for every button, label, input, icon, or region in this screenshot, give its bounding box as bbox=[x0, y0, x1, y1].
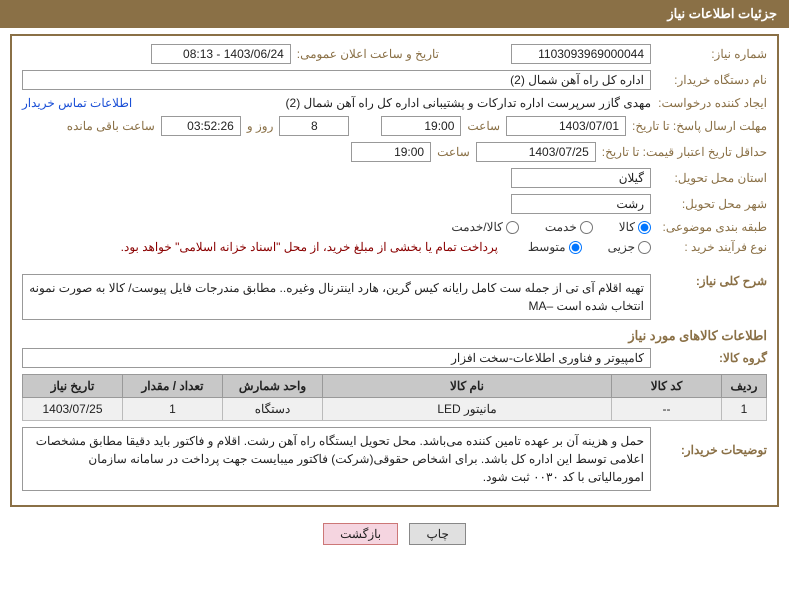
radio-khadamat[interactable]: خدمت bbox=[545, 220, 593, 234]
print-button[interactable]: چاپ bbox=[409, 523, 465, 545]
process-note: پرداخت تمام یا بخشی از مبلغ خرید، از محل… bbox=[121, 240, 498, 254]
row-buyer-notes: توضیحات خریدار: حمل و هزینه آن بر عهده ت… bbox=[22, 427, 767, 491]
th-date: تاریخ نیاز bbox=[23, 375, 123, 398]
price-valid-date-field: 1403/07/25 bbox=[476, 142, 596, 162]
category-label: طبقه بندی موضوعی: bbox=[657, 220, 767, 234]
row-process: نوع فرآیند خرید : جزیی متوسط پرداخت تمام… bbox=[22, 240, 767, 254]
price-valid-label: حداقل تاریخ اعتبار قیمت: تا تاریخ: bbox=[602, 145, 767, 159]
goods-info-title: اطلاعات کالاهای مورد نیاز bbox=[22, 328, 767, 344]
table-header-row: ردیف کد کالا نام کالا واحد شمارش تعداد /… bbox=[23, 375, 767, 398]
row-price-valid: حداقل تاریخ اعتبار قیمت: تا تاریخ: 1403/… bbox=[22, 142, 767, 162]
process-label: نوع فرآیند خرید : bbox=[657, 240, 767, 254]
remaining-time-field: 03:52:26 bbox=[161, 116, 241, 136]
radio-motevaset[interactable]: متوسط bbox=[528, 240, 582, 254]
process-radio-group: جزیی متوسط bbox=[528, 240, 651, 254]
td-name: مانیتور LED bbox=[323, 398, 612, 421]
requester-field: مهدی گازر سرپرست اداره تدارکات و پشتیبان… bbox=[286, 96, 651, 110]
td-row: 1 bbox=[722, 398, 767, 421]
td-code: -- bbox=[612, 398, 722, 421]
announce-date-label: تاریخ و ساعت اعلان عمومی: bbox=[297, 47, 439, 61]
page-title-bar: جزئیات اطلاعات نیاز bbox=[0, 0, 789, 28]
row-requester: ایجاد کننده درخواست: مهدی گازر سرپرست اد… bbox=[22, 96, 767, 110]
th-name: نام کالا bbox=[323, 375, 612, 398]
desc-box: تهیه اقلام آی تی از جمله ست کامل رایانه … bbox=[22, 274, 651, 320]
row-buyer-org: نام دستگاه خریدار: اداره کل راه آهن شمال… bbox=[22, 70, 767, 90]
need-number-label: شماره نیاز: bbox=[657, 47, 767, 61]
row-category: طبقه بندی موضوعی: کالا خدمت کالا/خدمت bbox=[22, 220, 767, 234]
province-field: گیلان bbox=[511, 168, 651, 188]
requester-label: ایجاد کننده درخواست: bbox=[657, 96, 767, 110]
province-label: استان محل تحویل: bbox=[657, 171, 767, 185]
page-title: جزئیات اطلاعات نیاز bbox=[667, 6, 777, 21]
reply-time-field: 19:00 bbox=[381, 116, 461, 136]
table-row: 1 -- مانیتور LED دستگاه 1 1403/07/25 bbox=[23, 398, 767, 421]
buyer-contact-link[interactable]: اطلاعات تماس خریدار bbox=[22, 96, 132, 110]
buyer-notes-label: توضیحات خریدار: bbox=[657, 427, 767, 457]
page-container: جزئیات اطلاعات نیاز شماره نیاز: 11030939… bbox=[0, 0, 789, 555]
goods-table: ردیف کد کالا نام کالا واحد شمارش تعداد /… bbox=[22, 374, 767, 421]
radio-kala-khadamat[interactable]: کالا/خدمت bbox=[451, 220, 518, 234]
row-reply-deadline: مهلت ارسال پاسخ: تا تاریخ: 1403/07/01 سا… bbox=[22, 116, 767, 136]
reply-deadline-label: مهلت ارسال پاسخ: تا تاریخ: bbox=[632, 119, 767, 133]
city-field: رشت bbox=[511, 194, 651, 214]
row-goods-group: گروه کالا: کامپیوتر و فناوری اطلاعات-سخت… bbox=[22, 348, 767, 368]
remaining-label: ساعت باقی مانده bbox=[67, 119, 155, 133]
td-unit: دستگاه bbox=[223, 398, 323, 421]
category-radio-group: کالا خدمت کالا/خدمت bbox=[451, 220, 651, 234]
goods-group-field: کامپیوتر و فناوری اطلاعات-سخت افزار bbox=[22, 348, 651, 368]
goods-group-label: گروه کالا: bbox=[657, 351, 767, 365]
back-button[interactable]: بازگشت bbox=[323, 523, 398, 545]
radio-kala[interactable]: کالا bbox=[619, 220, 651, 234]
th-unit: واحد شمارش bbox=[223, 375, 323, 398]
buyer-org-label: نام دستگاه خریدار: bbox=[657, 73, 767, 87]
buyer-org-field: اداره کل راه آهن شمال (2) bbox=[22, 70, 651, 90]
main-frame: شماره نیاز: 1103093969000044 تاریخ و ساع… bbox=[10, 34, 779, 507]
radio-jozi[interactable]: جزیی bbox=[608, 240, 651, 254]
row-city: شهر محل تحویل: رشت bbox=[22, 194, 767, 214]
need-number-field: 1103093969000044 bbox=[511, 44, 651, 64]
price-valid-time-field: 19:00 bbox=[351, 142, 431, 162]
row-province: استان محل تحویل: گیلان bbox=[22, 168, 767, 188]
days-and-label: روز و bbox=[247, 119, 274, 133]
td-qty: 1 bbox=[123, 398, 223, 421]
row-desc: شرح کلی نیاز: تهیه اقلام آی تی از جمله س… bbox=[22, 274, 767, 320]
time-label-2: ساعت bbox=[437, 145, 470, 159]
buyer-notes-box: حمل و هزینه آن بر عهده تامین کننده می‌با… bbox=[22, 427, 651, 491]
desc-title: شرح کلی نیاز: bbox=[657, 274, 767, 288]
city-label: شهر محل تحویل: bbox=[657, 197, 767, 211]
th-qty: تعداد / مقدار bbox=[123, 375, 223, 398]
reply-date-field: 1403/07/01 bbox=[506, 116, 626, 136]
th-row: ردیف bbox=[722, 375, 767, 398]
time-label-1: ساعت bbox=[467, 119, 500, 133]
row-need-number: شماره نیاز: 1103093969000044 تاریخ و ساع… bbox=[22, 44, 767, 64]
remaining-days-field: 8 bbox=[279, 116, 349, 136]
button-row: چاپ بازگشت bbox=[0, 513, 789, 555]
announce-date-field: 1403/06/24 - 08:13 bbox=[151, 44, 291, 64]
td-date: 1403/07/25 bbox=[23, 398, 123, 421]
th-code: کد کالا bbox=[612, 375, 722, 398]
